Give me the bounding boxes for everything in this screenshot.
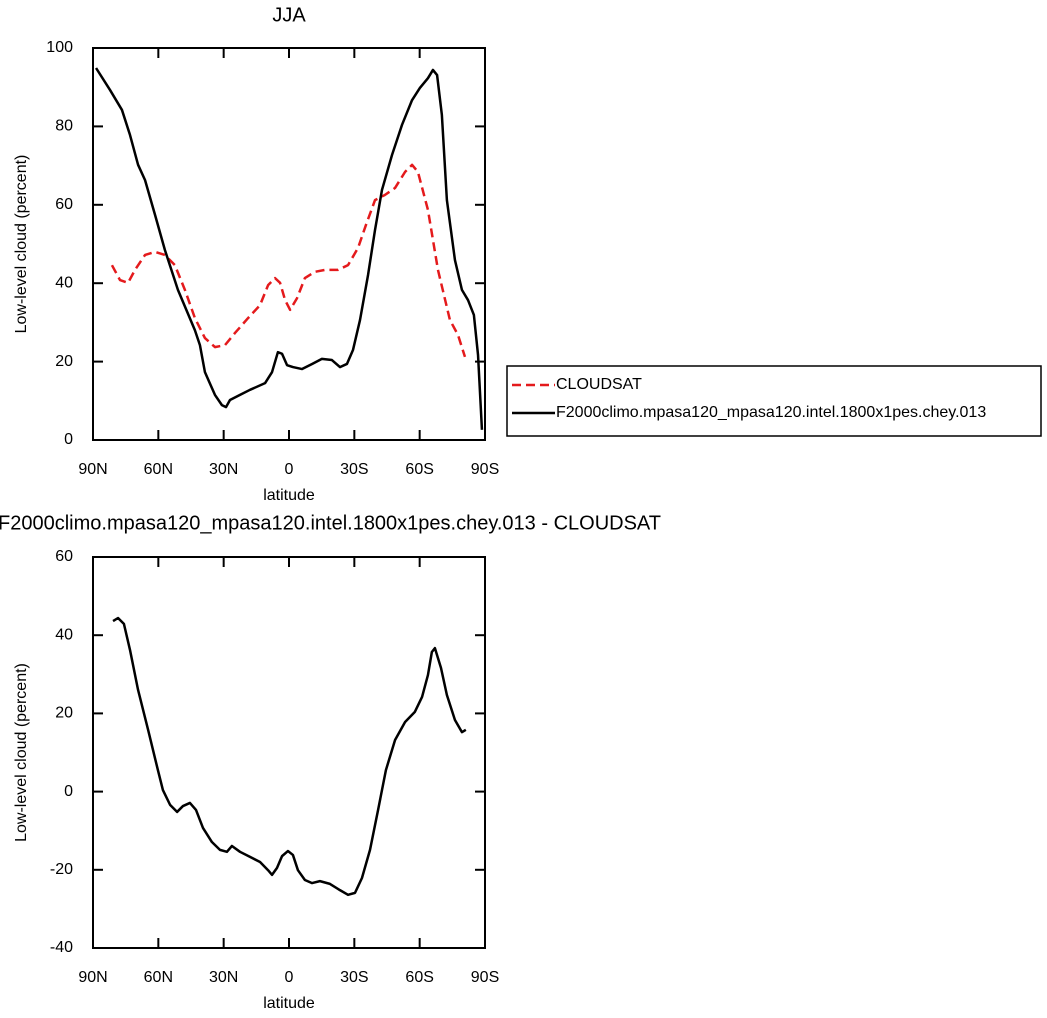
- y-tick-label: 0: [64, 783, 73, 800]
- x-tick-label: 30N: [209, 969, 238, 986]
- y-tick-label: 40: [55, 274, 73, 291]
- x-tick-label: 60N: [144, 461, 173, 478]
- data-line: [112, 616, 467, 897]
- x-axis-label: latitude: [263, 487, 315, 504]
- y-tick-label: 80: [55, 118, 73, 135]
- x-tick-label: 90N: [78, 461, 107, 478]
- x-tick-label: 30S: [340, 969, 368, 986]
- legend-label: F2000climo.mpasa120_mpasa120.intel.1800x…: [556, 404, 986, 421]
- chart-title: JJA: [272, 4, 306, 26]
- x-tick-label: 30N: [209, 461, 238, 478]
- plot-frame: [92, 556, 486, 949]
- y-tick-label: 60: [55, 196, 73, 213]
- legend-box: [506, 365, 1042, 437]
- x-tick-label: 60N: [144, 969, 173, 986]
- data-line: [94, 67, 484, 430]
- y-tick-label: 60: [55, 548, 73, 565]
- x-tick-label: 90S: [471, 969, 499, 986]
- x-tick-label: 0: [285, 461, 294, 478]
- y-tick-label: -40: [50, 939, 73, 956]
- y-tick-label: 20: [55, 705, 73, 722]
- y-tick-label: 0: [64, 431, 73, 448]
- legend-label: CLOUDSAT: [556, 376, 642, 393]
- x-tick-label: 90S: [471, 461, 499, 478]
- y-tick-label: 100: [46, 39, 73, 56]
- y-axis-label: Low-level cloud (percent): [13, 663, 30, 842]
- x-tick-label: 60S: [405, 969, 433, 986]
- y-tick-label: 20: [55, 353, 73, 370]
- x-tick-label: 60S: [405, 461, 433, 478]
- plot-frame: [92, 47, 486, 441]
- y-tick-label: 40: [55, 626, 73, 643]
- y-tick-label: -20: [50, 861, 73, 878]
- x-tick-label: 90N: [78, 969, 107, 986]
- x-tick-label: 0: [285, 969, 294, 986]
- chart-title: F2000climo.mpasa120_mpasa120.intel.1800x…: [0, 512, 661, 534]
- y-axis-label: Low-level cloud (percent): [13, 155, 30, 334]
- data-line: [110, 163, 467, 358]
- x-axis-label: latitude: [263, 995, 315, 1012]
- x-tick-label: 30S: [340, 461, 368, 478]
